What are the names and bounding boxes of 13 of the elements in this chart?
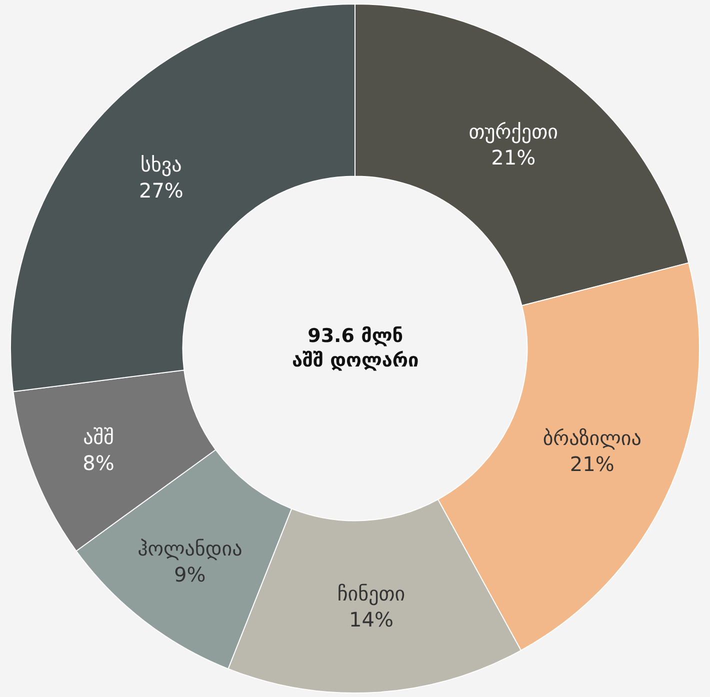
data-label: 14% <box>348 607 394 632</box>
slice-label: ბრაზილია <box>542 426 642 450</box>
data-label: 21% <box>491 145 536 170</box>
text: 93.6 მლნ აშშ დოლარი <box>292 325 419 372</box>
slice-label: ჩინეთი <box>337 581 406 606</box>
data-label: 21% <box>570 452 614 476</box>
data-label: 9% <box>174 562 206 586</box>
slice-label: თურქეთი <box>468 119 558 144</box>
slice-label: აშშ <box>83 425 114 450</box>
data-label: 8% <box>82 451 114 476</box>
slice-label: სხვა <box>140 152 182 177</box>
data-label: 27% <box>138 178 184 203</box>
slice-label: ჰოლანდია <box>138 536 242 560</box>
